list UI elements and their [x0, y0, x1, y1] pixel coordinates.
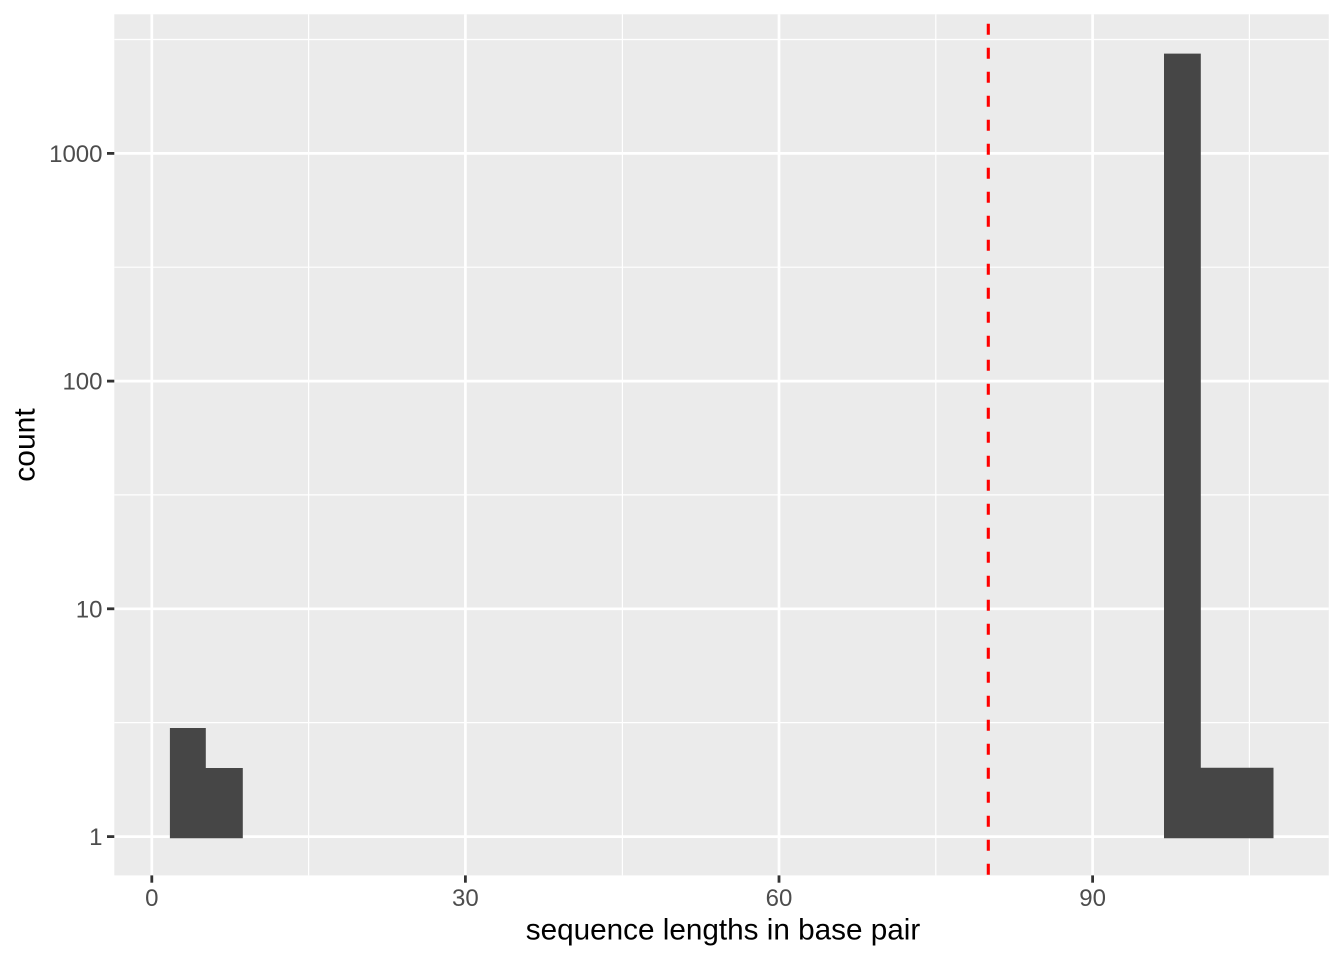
svg-text:0: 0 [145, 885, 158, 912]
svg-text:count: count [9, 408, 42, 482]
svg-text:30: 30 [452, 885, 479, 912]
svg-text:60: 60 [766, 885, 793, 912]
svg-text:100: 100 [62, 369, 102, 396]
svg-text:1: 1 [89, 824, 102, 851]
svg-text:1000: 1000 [49, 141, 102, 168]
svg-text:10: 10 [76, 596, 103, 623]
svg-text:sequence lengths in base pair: sequence lengths in base pair [526, 914, 921, 947]
svg-text:90: 90 [1079, 885, 1106, 912]
